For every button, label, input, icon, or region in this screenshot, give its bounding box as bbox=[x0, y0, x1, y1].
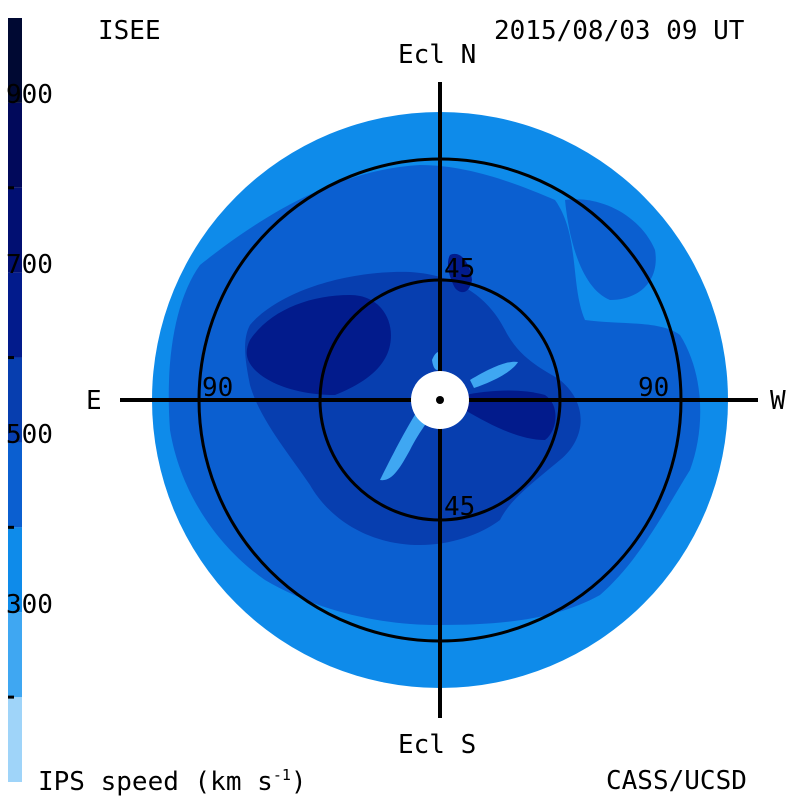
colorbar-segment-600-700 bbox=[8, 357, 22, 443]
map-region-slow-streak bbox=[380, 410, 432, 481]
map-region-core-high bbox=[465, 390, 556, 440]
map-region-slow-streak bbox=[470, 361, 518, 388]
colorbar-segment-500-600 bbox=[8, 442, 22, 528]
colorbar-segment-200-300 bbox=[8, 697, 22, 782]
colorbar-segment-300-400 bbox=[8, 612, 22, 698]
colorbar-tick-500 bbox=[8, 525, 14, 529]
west-label: W bbox=[770, 386, 786, 416]
colorbar-tick-label-900: 900 bbox=[6, 80, 53, 110]
observatory-label: ISEE bbox=[98, 16, 161, 46]
colorbar-tick-300 bbox=[8, 695, 14, 699]
colorbar-segment-800-900 bbox=[8, 187, 22, 273]
colorbar-segment-900-1000 bbox=[8, 102, 22, 188]
ring-label-90-east: 90 bbox=[202, 373, 234, 403]
ecliptic-south-label: Ecl S bbox=[398, 730, 477, 760]
map-region-core-high bbox=[246, 295, 391, 395]
colorbar-tick-label-300: 300 bbox=[6, 590, 53, 620]
colorbar-title-text: IPS speed (km s bbox=[38, 767, 273, 797]
colorbar-segment-400-500 bbox=[8, 527, 22, 613]
ring-label-45-north: 45 bbox=[444, 254, 476, 284]
colorbar bbox=[8, 18, 22, 782]
ring-label-45-south: 45 bbox=[444, 492, 476, 522]
colorbar-title-close: ) bbox=[290, 767, 307, 797]
colorbar-tick-label-500: 500 bbox=[6, 420, 53, 450]
map-region-main-body bbox=[565, 199, 656, 300]
colorbar-title-exponent: -1 bbox=[272, 766, 291, 784]
colorbar-tick-900 bbox=[8, 186, 14, 190]
credit-label: CASS/UCSD bbox=[606, 766, 747, 796]
sun-center-dot bbox=[436, 396, 444, 404]
date-time-label: 2015/08/03 09 UT bbox=[494, 16, 745, 46]
colorbar-tick-label-700: 700 bbox=[6, 250, 53, 280]
colorbar-segment-1000-1100 bbox=[8, 18, 22, 103]
east-label: E bbox=[86, 386, 102, 416]
ecliptic-north-label: Ecl N bbox=[398, 40, 477, 70]
colorbar-segment-700-800 bbox=[8, 272, 22, 358]
colorbar-title: IPS speed (km s-1) bbox=[38, 766, 307, 797]
colorbar-tick-700 bbox=[8, 356, 14, 360]
ring-label-90-west: 90 bbox=[638, 373, 670, 403]
